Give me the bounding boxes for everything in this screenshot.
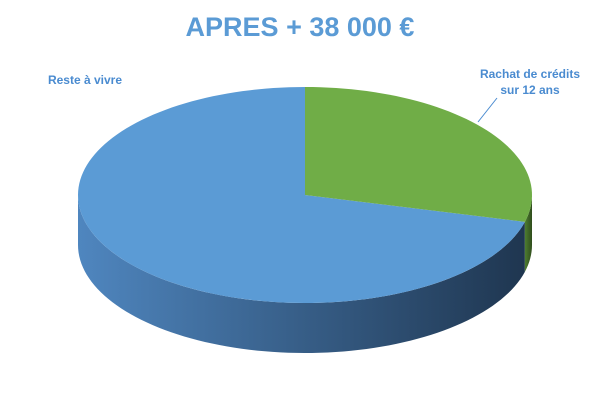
data-label: Reste à vivre [47, 73, 123, 87]
slice-side [524, 195, 532, 272]
slice-side [78, 195, 525, 353]
data-label: Rachat de crédits sur 12 ans [479, 67, 581, 97]
leader-line [477, 97, 498, 123]
slice [78, 87, 525, 303]
slice [305, 87, 532, 222]
chart-title: APRES + 38 000 € [185, 12, 415, 42]
